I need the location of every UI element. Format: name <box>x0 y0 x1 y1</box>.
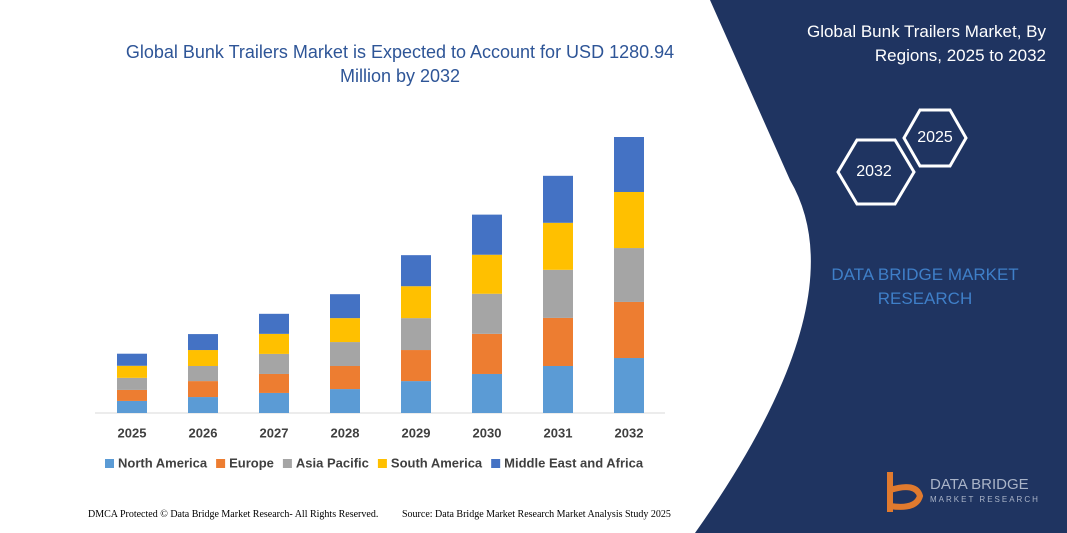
x-tick-label: 2030 <box>473 425 502 440</box>
bar-segment <box>543 269 573 318</box>
bar-segment <box>188 381 218 398</box>
footer-right: Source: Data Bridge Market Research Mark… <box>402 509 671 520</box>
bar-segment <box>330 294 360 319</box>
bar-segment <box>330 318 360 343</box>
panel-title: Global Bunk Trailers Market, By Regions,… <box>806 22 1046 65</box>
legend-swatch <box>491 459 501 468</box>
bar-segment <box>188 365 218 382</box>
chart-title: Global Bunk Trailers Market is Expected … <box>125 42 675 86</box>
bar-segment <box>614 137 644 192</box>
bar-segment <box>188 397 218 413</box>
bar-segment <box>259 333 289 354</box>
legend-swatch <box>282 459 292 468</box>
side-panel <box>695 0 1067 533</box>
bar-segment <box>330 342 360 366</box>
legend-label: North America <box>118 455 208 470</box>
bar-segment <box>401 318 431 351</box>
bar-segment <box>472 214 502 255</box>
bar-segment <box>472 293 502 334</box>
legend-swatch <box>105 459 114 468</box>
bar-segment <box>330 389 360 413</box>
bar-segment <box>401 286 431 319</box>
bar-segment <box>472 373 502 413</box>
brand: DATA BRIDGE MARKET RESEARCH <box>831 265 1019 308</box>
logo-tagline: MARKET RESEARCH <box>930 495 1040 504</box>
bar-segment <box>117 389 147 401</box>
bar-segment <box>330 365 360 390</box>
legend-label: Middle East and Africa <box>504 455 644 470</box>
bar-segment <box>614 191 644 249</box>
bar-segment <box>117 377 147 390</box>
bar-segment <box>117 353 147 366</box>
x-tick-label: 2027 <box>260 425 289 440</box>
bar-segment <box>401 255 431 287</box>
x-tick-label: 2032 <box>615 425 644 440</box>
bar-segment <box>188 350 218 366</box>
bar-segment <box>259 373 289 393</box>
bar-segment <box>259 353 289 374</box>
hexagon-label: 2025 <box>917 129 953 146</box>
footer-left: DMCA Protected © Data Bridge Market Rese… <box>88 509 379 520</box>
legend-label: South America <box>391 455 483 470</box>
legend-label: Asia Pacific <box>296 455 369 470</box>
x-tick-label: 2025 <box>118 425 147 440</box>
x-tick-label: 2031 <box>544 425 573 440</box>
bar-segment <box>543 365 573 413</box>
legend-swatch <box>216 459 226 468</box>
bar-segment <box>401 350 431 382</box>
bar-segment <box>401 381 431 413</box>
x-tick-label: 2026 <box>189 425 218 440</box>
legend-label: Europe <box>229 455 274 470</box>
logo-name: DATA BRIDGE <box>930 476 1029 493</box>
bar-segment <box>472 254 502 294</box>
hexagon <box>902 108 968 168</box>
x-tick-label: 2028 <box>331 425 360 440</box>
bar-segment <box>614 248 644 302</box>
bar-segment <box>543 175 573 223</box>
bar-segment <box>614 301 644 359</box>
legend-swatch <box>377 459 387 468</box>
hexagon-label: 2032 <box>856 163 892 180</box>
x-tick-label: 2029 <box>402 425 431 440</box>
logo-icon <box>887 472 924 512</box>
bar-segment <box>472 333 502 374</box>
bar-segment <box>543 222 573 270</box>
bar-segment <box>117 365 147 378</box>
bar-segment <box>117 400 147 413</box>
hexagon <box>836 138 916 206</box>
bar-segment <box>188 334 218 351</box>
bar-segment <box>259 392 289 413</box>
bar-segment <box>614 358 644 413</box>
bar-segment <box>543 317 573 366</box>
bar-segment <box>259 313 289 334</box>
